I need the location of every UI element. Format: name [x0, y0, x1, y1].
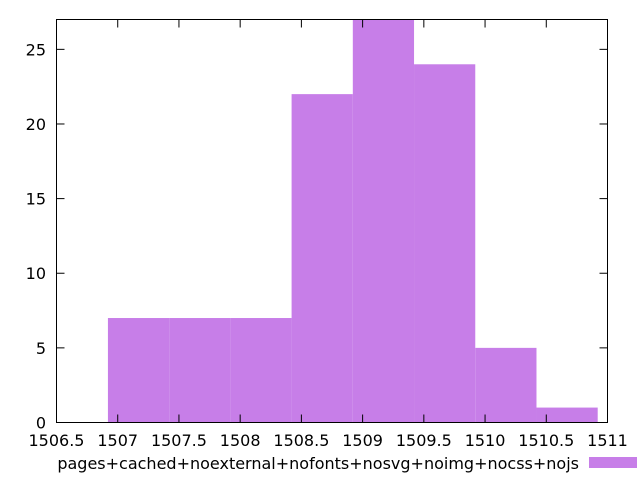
- x-tick-label: 1510: [465, 431, 506, 450]
- x-tick-label: 1511: [587, 431, 628, 450]
- y-tick-label: 20: [26, 115, 46, 134]
- x-tick-label: 1506.5: [29, 431, 85, 450]
- x-tick-label: 1507: [97, 431, 138, 450]
- x-tick-label: 1508.5: [273, 431, 329, 450]
- histogram-bar-8: [536, 407, 598, 423]
- x-tick-label: 1510.5: [518, 431, 574, 450]
- y-tick-label: 15: [26, 190, 46, 209]
- histogram-bar-6: [414, 64, 476, 423]
- histogram-bar-2: [169, 318, 231, 423]
- legend-label: pages+cached+noexternal+nofonts+nosvg+no…: [57, 454, 579, 473]
- x-tick-label: 1509.5: [396, 431, 452, 450]
- legend-swatch: [589, 457, 637, 468]
- histogram-bar-5: [352, 19, 415, 423]
- histogram-bars: [107, 19, 598, 423]
- histogram-bar-4: [291, 94, 353, 423]
- y-tick-label: 25: [26, 40, 46, 59]
- x-tick-label: 1508: [220, 431, 261, 450]
- plot-frame: [56, 19, 608, 423]
- histogram-bar-1: [107, 318, 170, 423]
- y-tick-label: 5: [36, 339, 46, 358]
- x-tick-label: 1507.5: [151, 431, 207, 450]
- y-tick-label: 0: [36, 414, 46, 433]
- y-tick-label: 10: [26, 264, 46, 283]
- histogram-bar-7: [475, 347, 537, 423]
- legend: pages+cached+noexternal+nofonts+nosvg+no…: [57, 454, 637, 473]
- x-tick-label: 1509: [342, 431, 383, 450]
- histogram-bar-3: [230, 318, 292, 423]
- y-axis: 0 5 10 15 20 25: [26, 40, 608, 433]
- x-axis: 1506.5 1507 1507.5 1508 1508.5 1509 1509.5 1510…: [29, 19, 628, 450]
